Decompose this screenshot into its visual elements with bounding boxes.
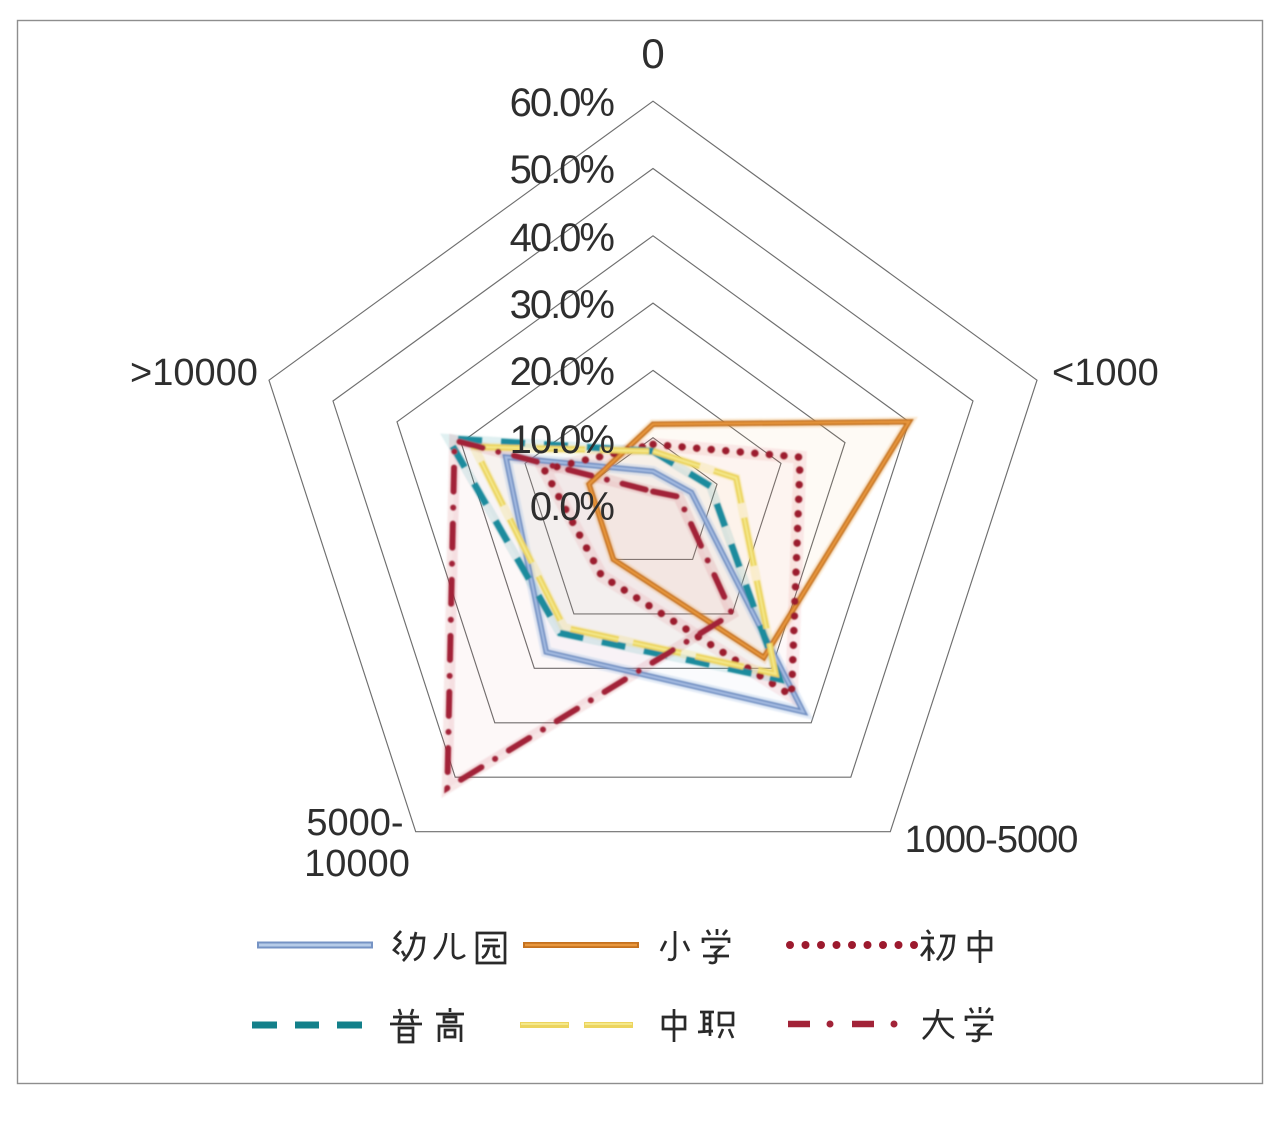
svg-text:10.0%: 10.0% xyxy=(510,418,615,462)
svg-text:40.0%: 40.0% xyxy=(510,216,615,260)
svg-text:60.0%: 60.0% xyxy=(510,81,615,125)
svg-text:10000: 10000 xyxy=(304,843,410,885)
svg-text:5000-: 5000- xyxy=(306,802,403,844)
svg-text:1000-5000: 1000-5000 xyxy=(905,819,1078,861)
svg-text:<1000: <1000 xyxy=(1052,352,1159,394)
svg-text:0: 0 xyxy=(641,30,664,77)
svg-text:>10000: >10000 xyxy=(130,352,258,394)
svg-text:50.0%: 50.0% xyxy=(510,148,615,192)
svg-text:30.0%: 30.0% xyxy=(510,283,615,327)
svg-text:20.0%: 20.0% xyxy=(510,350,615,394)
svg-text:0.0%: 0.0% xyxy=(530,485,615,529)
